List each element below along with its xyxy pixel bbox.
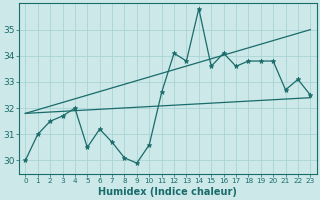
X-axis label: Humidex (Indice chaleur): Humidex (Indice chaleur) bbox=[98, 187, 237, 197]
